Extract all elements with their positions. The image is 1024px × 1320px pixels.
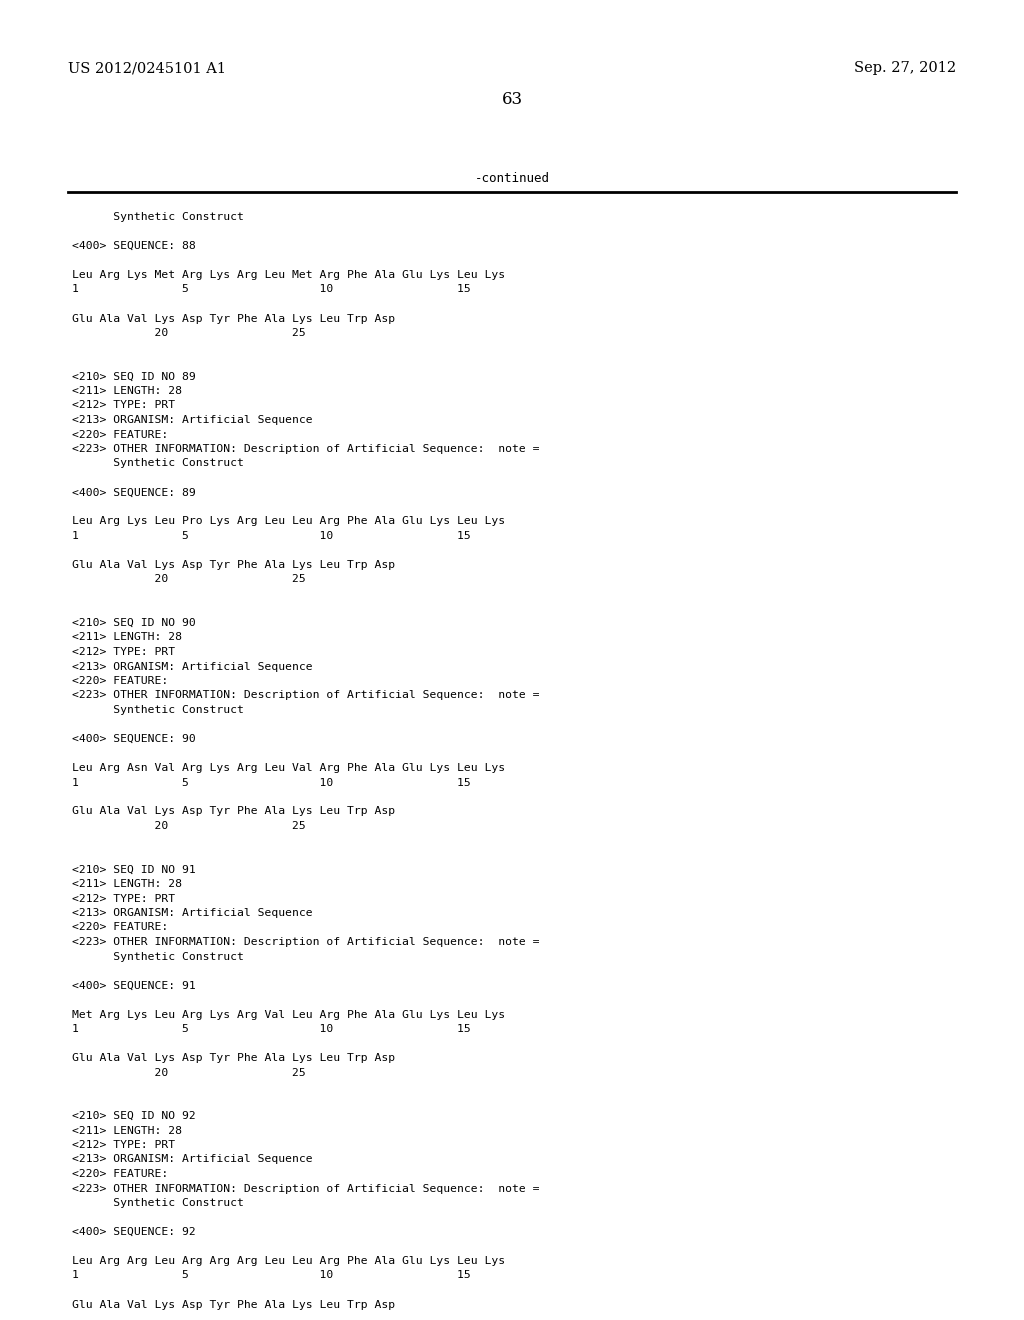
Text: 1               5                   10                  15: 1 5 10 15 [72,1270,471,1280]
Text: Leu Arg Lys Met Arg Lys Arg Leu Met Arg Phe Ala Glu Lys Leu Lys: Leu Arg Lys Met Arg Lys Arg Leu Met Arg … [72,271,505,280]
Text: <212> TYPE: PRT: <212> TYPE: PRT [72,1140,175,1150]
Text: 1               5                   10                  15: 1 5 10 15 [72,531,471,541]
Text: <223> OTHER INFORMATION: Description of Artificial Sequence:  note =: <223> OTHER INFORMATION: Description of … [72,444,540,454]
Text: <212> TYPE: PRT: <212> TYPE: PRT [72,894,175,903]
Text: <400> SEQUENCE: 88: <400> SEQUENCE: 88 [72,242,196,251]
Text: Synthetic Construct: Synthetic Construct [72,952,244,961]
Text: 1               5                   10                  15: 1 5 10 15 [72,285,471,294]
Text: 20                  25: 20 25 [72,1068,306,1077]
Text: Synthetic Construct: Synthetic Construct [72,458,244,469]
Text: 20                  25: 20 25 [72,574,306,585]
Text: <212> TYPE: PRT: <212> TYPE: PRT [72,647,175,657]
Text: Glu Ala Val Lys Asp Tyr Phe Ala Lys Leu Trp Asp: Glu Ala Val Lys Asp Tyr Phe Ala Lys Leu … [72,1299,395,1309]
Text: Glu Ala Val Lys Asp Tyr Phe Ala Lys Leu Trp Asp: Glu Ala Val Lys Asp Tyr Phe Ala Lys Leu … [72,560,395,570]
Text: <400> SEQUENCE: 90: <400> SEQUENCE: 90 [72,734,196,744]
Text: Glu Ala Val Lys Asp Tyr Phe Ala Lys Leu Trp Asp: Glu Ala Val Lys Asp Tyr Phe Ala Lys Leu … [72,1053,395,1063]
Text: <400> SEQUENCE: 92: <400> SEQUENCE: 92 [72,1228,196,1237]
Text: <220> FEATURE:: <220> FEATURE: [72,676,168,686]
Text: Synthetic Construct: Synthetic Construct [72,1199,244,1208]
Text: Synthetic Construct: Synthetic Construct [72,705,244,715]
Text: <211> LENGTH: 28: <211> LENGTH: 28 [72,632,182,643]
Text: Leu Arg Asn Val Arg Lys Arg Leu Val Arg Phe Ala Glu Lys Leu Lys: Leu Arg Asn Val Arg Lys Arg Leu Val Arg … [72,763,505,774]
Text: 1               5                   10                  15: 1 5 10 15 [72,1024,471,1034]
Text: <211> LENGTH: 28: <211> LENGTH: 28 [72,1126,182,1135]
Text: 63: 63 [502,91,522,108]
Text: <210> SEQ ID NO 91: <210> SEQ ID NO 91 [72,865,196,874]
Text: 20                  25: 20 25 [72,327,306,338]
Text: <210> SEQ ID NO 90: <210> SEQ ID NO 90 [72,618,196,628]
Text: 1               5                   10                  15: 1 5 10 15 [72,777,471,788]
Text: <223> OTHER INFORMATION: Description of Artificial Sequence:  note =: <223> OTHER INFORMATION: Description of … [72,937,540,946]
Text: <213> ORGANISM: Artificial Sequence: <213> ORGANISM: Artificial Sequence [72,661,312,672]
Text: <213> ORGANISM: Artificial Sequence: <213> ORGANISM: Artificial Sequence [72,1155,312,1164]
Text: Glu Ala Val Lys Asp Tyr Phe Ala Lys Leu Trp Asp: Glu Ala Val Lys Asp Tyr Phe Ala Lys Leu … [72,807,395,817]
Text: <211> LENGTH: 28: <211> LENGTH: 28 [72,879,182,888]
Text: Leu Arg Arg Leu Arg Arg Arg Leu Leu Arg Phe Ala Glu Lys Leu Lys: Leu Arg Arg Leu Arg Arg Arg Leu Leu Arg … [72,1257,505,1266]
Text: Sep. 27, 2012: Sep. 27, 2012 [854,61,956,75]
Text: <223> OTHER INFORMATION: Description of Artificial Sequence:  note =: <223> OTHER INFORMATION: Description of … [72,1184,540,1193]
Text: Leu Arg Lys Leu Pro Lys Arg Leu Leu Arg Phe Ala Glu Lys Leu Lys: Leu Arg Lys Leu Pro Lys Arg Leu Leu Arg … [72,516,505,527]
Text: US 2012/0245101 A1: US 2012/0245101 A1 [68,61,226,75]
Text: <223> OTHER INFORMATION: Description of Artificial Sequence:  note =: <223> OTHER INFORMATION: Description of … [72,690,540,701]
Text: <210> SEQ ID NO 92: <210> SEQ ID NO 92 [72,1111,196,1121]
Text: <400> SEQUENCE: 91: <400> SEQUENCE: 91 [72,981,196,990]
Text: Synthetic Construct: Synthetic Construct [72,213,244,222]
Text: <220> FEATURE:: <220> FEATURE: [72,1170,168,1179]
Text: <220> FEATURE:: <220> FEATURE: [72,923,168,932]
Text: -continued: -continued [474,172,550,185]
Text: <212> TYPE: PRT: <212> TYPE: PRT [72,400,175,411]
Text: <400> SEQUENCE: 89: <400> SEQUENCE: 89 [72,487,196,498]
Text: <213> ORGANISM: Artificial Sequence: <213> ORGANISM: Artificial Sequence [72,908,312,917]
Text: <220> FEATURE:: <220> FEATURE: [72,429,168,440]
Text: Met Arg Lys Leu Arg Lys Arg Val Leu Arg Phe Ala Glu Lys Leu Lys: Met Arg Lys Leu Arg Lys Arg Val Leu Arg … [72,1010,505,1019]
Text: Glu Ala Val Lys Asp Tyr Phe Ala Lys Leu Trp Asp: Glu Ala Val Lys Asp Tyr Phe Ala Lys Leu … [72,314,395,323]
Text: <213> ORGANISM: Artificial Sequence: <213> ORGANISM: Artificial Sequence [72,414,312,425]
Text: <210> SEQ ID NO 89: <210> SEQ ID NO 89 [72,371,196,381]
Text: 20                  25: 20 25 [72,821,306,832]
Text: <211> LENGTH: 28: <211> LENGTH: 28 [72,385,182,396]
